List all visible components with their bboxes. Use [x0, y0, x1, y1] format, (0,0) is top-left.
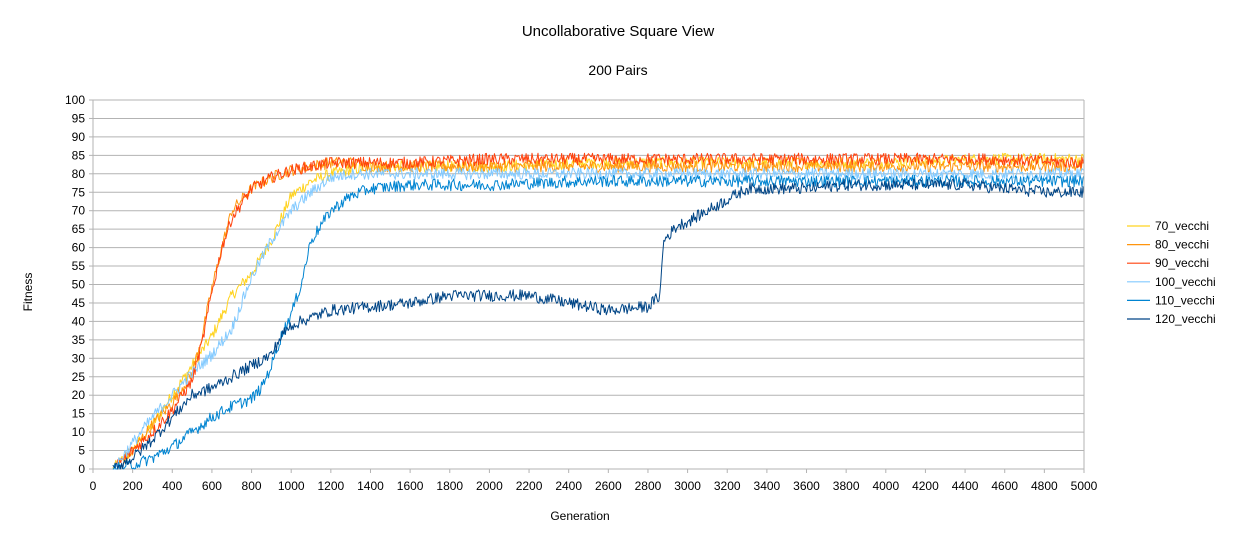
- plot-area: [112, 152, 1085, 470]
- y-tick-label: 75: [72, 185, 86, 199]
- x-tick-label: 4000: [872, 479, 899, 493]
- legend-label: 120_vecchi: [1155, 312, 1216, 326]
- x-axis-title: Generation: [550, 509, 609, 523]
- y-tick-label: 85: [72, 148, 86, 162]
- series-line-80_vecchi: [112, 157, 1085, 470]
- chart-title: Uncollaborative Square View: [522, 23, 715, 40]
- legend: 70_vecchi 80_vecchi 90_vecchi 100_vecchi 110…: [1127, 219, 1216, 326]
- x-tick-label: 1800: [436, 479, 463, 493]
- y-tick-label: 50: [72, 278, 86, 292]
- y-tick-label: 95: [72, 111, 86, 125]
- x-tick-label: 1600: [397, 479, 424, 493]
- tick-labels: 0 5 10 15 20 25 30 35 40 45 50 55 60 65 70 75 80 85 90 95 10…: [65, 93, 1098, 493]
- y-tick-label: 70: [72, 204, 86, 218]
- y-tick-label: 60: [72, 241, 86, 255]
- x-tick-label: 2800: [635, 479, 662, 493]
- legend-label: 100_vecchi: [1155, 275, 1216, 289]
- legend-label: 110_vecchi: [1155, 293, 1215, 307]
- y-axis-title: Fitness: [21, 273, 35, 312]
- x-tick-label: 4200: [912, 479, 939, 493]
- series-line-110_vecchi: [112, 174, 1085, 470]
- x-tick-label: 1200: [317, 479, 344, 493]
- x-tick-label: 4600: [991, 479, 1018, 493]
- x-tick-label: 0: [90, 479, 97, 493]
- x-tick-label: 3200: [714, 479, 741, 493]
- x-tick-label: 2400: [555, 479, 582, 493]
- legend-label: 80_vecchi: [1155, 238, 1209, 252]
- series-line-90_vecchi: [112, 152, 1085, 470]
- y-tick-label: 20: [72, 388, 86, 402]
- y-tick-label: 80: [72, 167, 86, 181]
- x-tick-label: 3800: [833, 479, 860, 493]
- x-tick-label: 3600: [793, 479, 820, 493]
- y-tick-label: 30: [72, 351, 86, 365]
- x-tick-label: 400: [162, 479, 182, 493]
- y-tick-label: 35: [72, 333, 86, 347]
- legend-label: 70_vecchi: [1155, 219, 1209, 233]
- y-tick-label: 5: [78, 444, 85, 458]
- y-tick-label: 55: [72, 259, 86, 273]
- y-tick-label: 90: [72, 130, 86, 144]
- x-tick-label: 1000: [278, 479, 305, 493]
- x-tick-label: 800: [242, 479, 262, 493]
- grid: [93, 99, 1084, 470]
- y-tick-label: 15: [72, 407, 86, 421]
- y-tick-label: 0: [78, 462, 85, 476]
- x-tick-label: 5000: [1071, 479, 1098, 493]
- axes: [89, 99, 1085, 473]
- y-tick-label: 10: [72, 425, 86, 439]
- y-tick-label: 25: [72, 370, 86, 384]
- legend-label: 90_vecchi: [1155, 256, 1209, 270]
- x-tick-label: 4800: [1031, 479, 1058, 493]
- x-tick-label: 200: [123, 479, 143, 493]
- y-tick-label: 45: [72, 296, 86, 310]
- x-tick-label: 3000: [674, 479, 701, 493]
- x-tick-label: 3400: [754, 479, 781, 493]
- x-tick-label: 1400: [357, 479, 384, 493]
- x-tick-label: 600: [202, 479, 222, 493]
- x-tick-label: 2200: [516, 479, 543, 493]
- series-line-100_vecchi: [112, 167, 1084, 470]
- y-tick-label: 100: [65, 93, 85, 107]
- chart-subtitle: 200 Pairs: [588, 62, 647, 78]
- y-tick-label: 65: [72, 222, 86, 236]
- x-tick-label: 2600: [595, 479, 622, 493]
- y-tick-label: 40: [72, 314, 86, 328]
- x-tick-label: 2000: [476, 479, 503, 493]
- series-line-120_vecchi: [112, 178, 1085, 470]
- x-tick-label: 4400: [952, 479, 979, 493]
